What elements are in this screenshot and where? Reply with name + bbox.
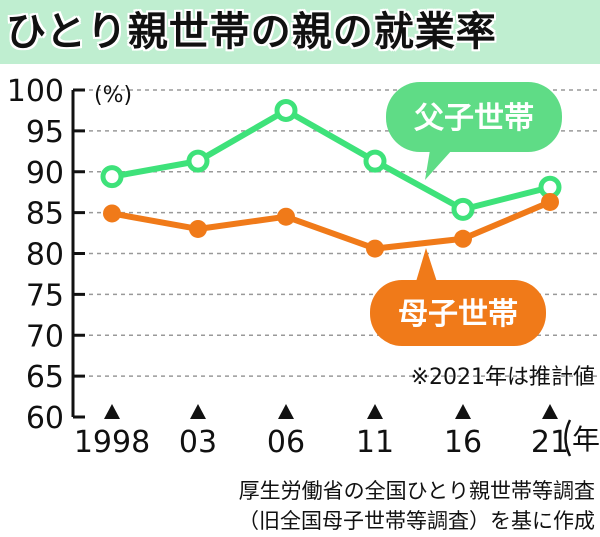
callout-boshi: 母子世帯 — [370, 248, 546, 346]
point-fushi-06 — [274, 98, 298, 122]
y-tick-label-95: 95 — [26, 115, 64, 150]
chart-title: ひとり親世帯の親の就業率 — [6, 9, 497, 55]
callout-pointer-boshi — [415, 248, 438, 285]
x-marker-21 — [542, 404, 558, 419]
source-line-2: （旧全国母子世帯等調査）を基に作成 — [238, 509, 595, 533]
point-boshi-21 — [541, 192, 559, 211]
point-fushi-1998 — [100, 165, 124, 189]
x-marker-1998 — [104, 404, 120, 419]
point-boshi-1998 — [103, 204, 121, 223]
series-line-fushi — [111, 107, 551, 213]
y-tick-label-65: 65 — [26, 360, 64, 395]
x-marker-03 — [190, 404, 206, 419]
series-line-boshi — [111, 199, 552, 252]
x-axis-unit-label: 年 — [572, 423, 600, 456]
y-tick-label-90: 90 — [26, 156, 64, 191]
series-label-fushi: 父子世帯 — [414, 101, 534, 136]
point-boshi-11 — [366, 239, 384, 258]
x-tick-label-11: 11 — [356, 425, 394, 460]
y-tick-label-80: 80 — [26, 238, 64, 273]
callout-fushi: 父子世帯 — [386, 82, 562, 180]
series-fushi — [100, 98, 562, 221]
source-line-1: 厚生労働省の全国ひとり親世帯等調査 — [239, 479, 595, 503]
x-tick-label-1998: 1998 — [74, 425, 150, 460]
point-boshi-16 — [454, 229, 472, 248]
callout-box-fushi — [386, 82, 562, 152]
x-marker-11 — [367, 404, 383, 419]
x-tick-labels: 1998 03 06 11 16 21 — [74, 425, 569, 460]
callout-box-boshi — [370, 280, 546, 346]
y-tick-label-70: 70 — [26, 319, 64, 354]
x-marker-06 — [278, 404, 294, 419]
y-tick-label-85: 85 — [26, 197, 64, 232]
x-tick-label-06: 06 — [267, 425, 305, 460]
point-boshi-06 — [277, 207, 295, 226]
y-tick-labels: 60 65 70 75 80 85 90 95 100 — [7, 74, 64, 436]
x-axis-unit: 年 — [564, 419, 600, 457]
x-marker-16 — [455, 404, 471, 419]
x-tick-label-03: 03 — [179, 425, 217, 460]
point-fushi-11 — [363, 149, 387, 173]
callout-pointer-fushi — [425, 150, 452, 180]
y-tick-label-60: 60 — [26, 401, 64, 436]
series-boshi — [103, 192, 559, 258]
title-band — [0, 0, 600, 64]
y-tick-label-75: 75 — [26, 278, 64, 313]
series-layer — [100, 98, 562, 258]
x-tick-markers — [104, 404, 558, 419]
point-boshi-03 — [189, 219, 207, 238]
x-tick-label-16: 16 — [444, 425, 482, 460]
point-fushi-16 — [451, 197, 475, 221]
point-fushi-03 — [186, 149, 210, 173]
estimate-note: ※2021年は推計値 — [411, 365, 595, 390]
series-label-boshi: 母子世帯 — [398, 297, 518, 332]
x-tick-label-21: 21 — [531, 425, 569, 460]
y-axis — [71, 88, 85, 419]
y-axis-unit-label: (%) — [94, 83, 132, 108]
y-tick-label-100: 100 — [7, 74, 64, 109]
